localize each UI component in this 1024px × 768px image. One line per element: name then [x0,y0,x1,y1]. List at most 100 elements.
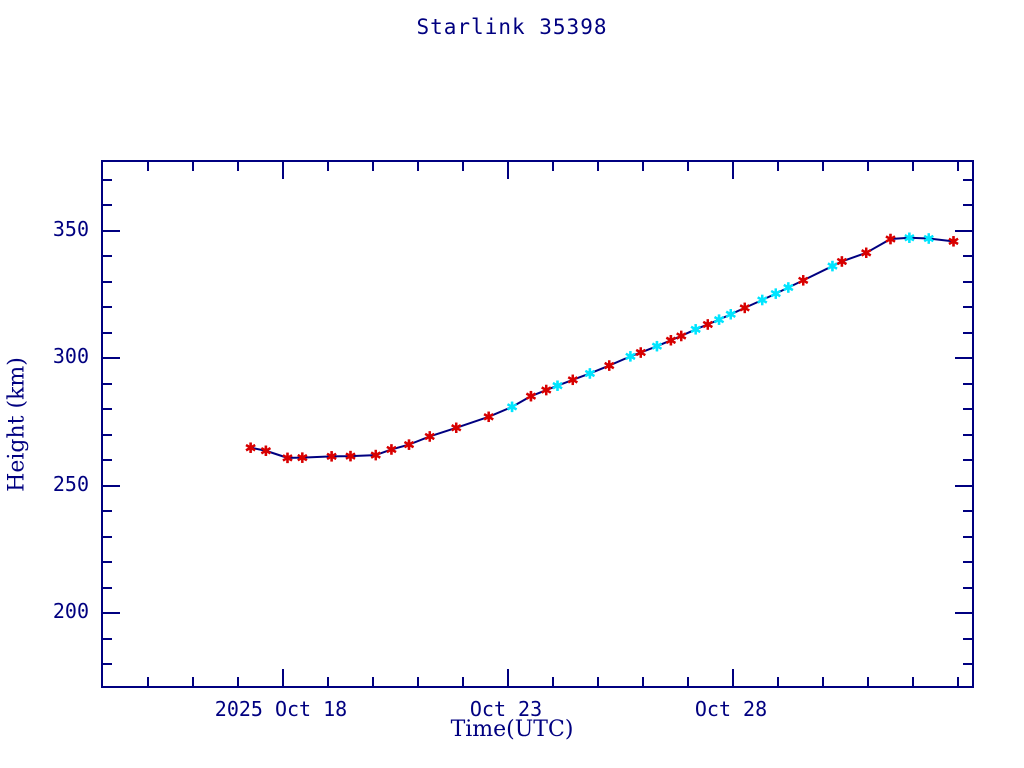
data-point-marker [386,444,397,455]
y-tick-mirror [955,229,972,232]
x-tick [282,669,284,686]
data-point-marker [861,247,872,259]
x-tick [237,677,239,686]
data-point-marker [783,282,794,293]
y-tick-label: 350 [52,216,89,241]
y-tick [103,255,112,258]
y-tick [103,510,112,513]
y-tick-mirror [963,306,972,309]
x-tick-mirror [327,162,329,171]
x-tick [957,677,959,686]
y-tick [103,331,112,334]
y-axis-title: Height (km) [4,357,30,492]
data-point-marker [635,347,646,358]
x-tick-mirror [417,162,419,171]
data-point-marker [260,445,272,456]
data-point-marker [245,442,256,453]
data-point-marker [690,324,701,335]
x-tick [147,677,149,686]
data-point-marker [525,390,537,402]
y-tick [103,612,120,615]
y-tick-mirror [963,331,972,334]
x-tick [777,677,779,686]
y-tick [103,459,112,462]
y-tick [103,663,112,666]
x-tick [507,669,509,686]
x-tick-mirror [552,162,554,171]
y-tick [103,561,112,564]
x-tick-mirror [237,162,239,171]
x-tick [597,677,599,686]
data-point-marker [757,294,768,306]
y-tick-mirror [963,637,972,640]
y-tick-label: 200 [52,599,89,624]
data-point-marker [370,449,381,461]
y-tick-mirror [963,280,972,283]
y-tick [103,280,112,283]
data-point-marker [827,260,838,272]
x-tick-mirror [462,162,464,171]
y-tick [103,357,120,360]
height-line [249,236,955,459]
x-tick [462,677,464,686]
y-tick-mirror [963,510,972,513]
data-point-marker [651,340,663,352]
data-point-marker [326,451,337,462]
data-point-marker [625,351,636,362]
x-tick [552,677,554,686]
data-point-marker [770,288,781,299]
y-tick-mirror [963,178,972,181]
y-tick [103,204,112,207]
data-point-marker [885,233,896,245]
x-tick [867,677,869,686]
x-tick [822,677,824,686]
y-tick [103,408,112,411]
x-tick-mirror [957,162,959,171]
x-tick-mirror [732,162,734,179]
y-tick [103,586,112,589]
y-tick-mirror [963,204,972,207]
y-tick-mirror [963,535,972,538]
y-tick-mirror [963,586,972,589]
y-tick-label: 250 [52,471,89,496]
data-point-marker [948,236,959,247]
data-point-marker [282,452,293,464]
data-point-marker [552,380,563,391]
x-tick-mirror [192,162,194,171]
data-point-marker [904,232,915,243]
x-tick [372,677,374,686]
y-tick-mirror [963,382,972,385]
data-point-marker [451,422,462,433]
data-point-marker [584,368,596,379]
data-point-marker [403,439,415,450]
data-point-marker [725,309,736,320]
x-tick [642,677,644,686]
data-point-marker [424,431,435,442]
y-tick-mirror [963,459,972,462]
x-tick [687,677,689,686]
y-tick-mirror [963,255,972,258]
x-tick-mirror [282,162,284,179]
y-tick-mirror [963,408,972,411]
data-point-marker [676,330,687,342]
plot-svg [245,232,959,464]
data-point-marker [297,452,308,463]
x-tick-label: 2025 Oct 18 [214,697,348,721]
y-tick-mirror [963,663,972,666]
data-point-marker [702,319,713,330]
y-tick-label: 300 [52,344,89,369]
y-tick [103,306,112,309]
y-tick [103,484,120,487]
x-tick-mirror [822,162,824,171]
y-tick-mirror [963,561,972,564]
data-point-marker [483,411,494,423]
x-tick [912,677,914,686]
x-tick-mirror [912,162,914,171]
data-point-markers [245,232,959,464]
x-tick-mirror [147,162,149,171]
data-point-marker [541,384,552,396]
data-point-marker [798,275,809,286]
x-tick [732,669,734,686]
x-tick-label: Oct 23 [469,697,543,721]
